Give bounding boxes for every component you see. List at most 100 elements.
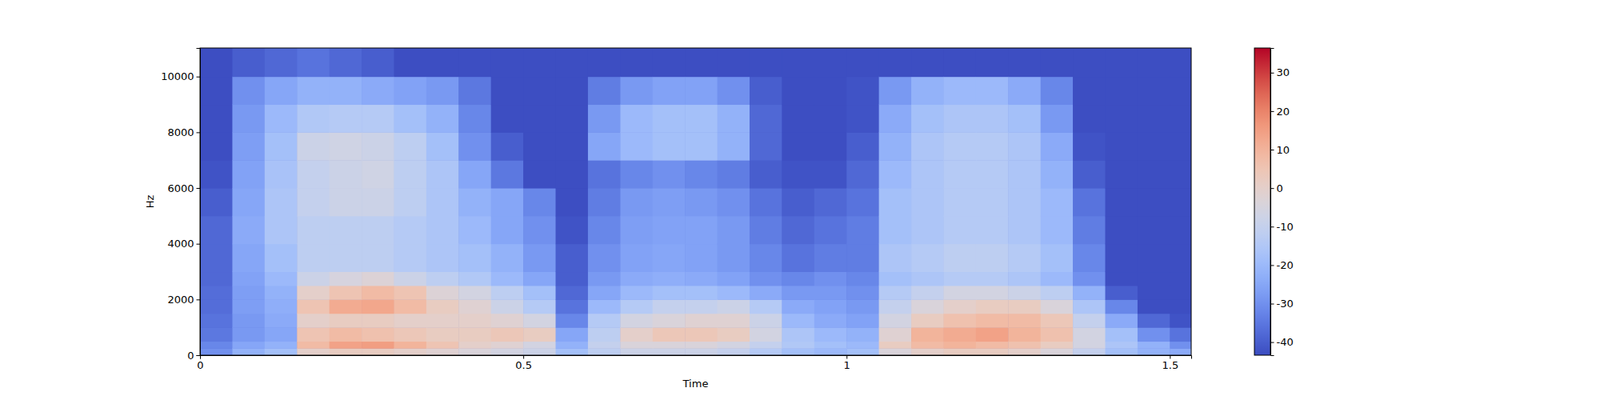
- cell: [296, 341, 330, 349]
- cell: [1137, 313, 1171, 328]
- cell: [846, 348, 880, 356]
- cell: [588, 132, 621, 160]
- cell: [781, 348, 815, 356]
- cell: [393, 272, 427, 287]
- cell: [200, 313, 233, 328]
- cell: [491, 285, 524, 300]
- cell: [491, 76, 524, 105]
- cell: [717, 132, 751, 160]
- cell: [556, 216, 589, 244]
- cell: [329, 348, 363, 356]
- cell: [296, 216, 330, 244]
- cell: [491, 244, 524, 272]
- cell: [393, 104, 427, 133]
- cell: [458, 76, 492, 105]
- cell: [556, 341, 589, 349]
- tick: 1.5: [1161, 355, 1179, 372]
- colorbar-axis: -40-30-20-100102030: [1270, 48, 1294, 356]
- cell: [911, 216, 944, 244]
- cell: [458, 160, 492, 188]
- cell: [1105, 313, 1139, 328]
- tick-label: 20: [1276, 105, 1291, 118]
- cell: [556, 299, 589, 314]
- tick-mark: [196, 244, 201, 245]
- cell: [329, 327, 363, 342]
- cell: [684, 272, 718, 287]
- cell: [684, 299, 718, 314]
- cell: [684, 327, 718, 342]
- tick-label: 10000: [160, 70, 194, 83]
- cell: [296, 272, 330, 287]
- cell: [458, 188, 492, 216]
- cell: [1137, 348, 1171, 356]
- plot-background: [200, 48, 1192, 356]
- cell: [879, 285, 912, 300]
- cell: [879, 244, 912, 272]
- tick-mark: [196, 355, 201, 356]
- cell: [556, 327, 589, 342]
- cell: [491, 341, 524, 349]
- cell: [523, 160, 556, 188]
- cell: [1105, 272, 1139, 287]
- cell: [1137, 299, 1171, 314]
- cell: [684, 132, 718, 160]
- cell: [329, 104, 363, 133]
- cell: [296, 299, 330, 314]
- cell: [1072, 285, 1106, 300]
- cell: [1040, 244, 1074, 272]
- cell: [393, 216, 427, 244]
- cell: [620, 327, 653, 342]
- cell: [458, 285, 492, 300]
- cell: [426, 188, 460, 216]
- yticks-axis: 0200040006000800010000: [160, 48, 200, 362]
- cell: [1137, 48, 1171, 77]
- cell: [749, 285, 783, 300]
- cell: [652, 272, 686, 287]
- cell: [1008, 104, 1041, 133]
- cell: [749, 299, 783, 314]
- tick-label: 1: [844, 359, 851, 372]
- cell: [200, 299, 233, 314]
- cell: [1040, 160, 1074, 188]
- cell: [781, 244, 815, 272]
- cell: [458, 244, 492, 272]
- cell: [329, 272, 363, 287]
- cell: [296, 244, 330, 272]
- cell: [361, 216, 395, 244]
- cell: [329, 132, 363, 160]
- cell: [943, 299, 976, 314]
- tick: 1: [844, 355, 851, 372]
- cell: [361, 272, 395, 287]
- cell: [361, 188, 395, 216]
- cell: [588, 216, 621, 244]
- cell: [523, 48, 556, 77]
- cell: [296, 76, 330, 105]
- cell: [264, 299, 298, 314]
- cell: [1105, 216, 1139, 244]
- cell: [879, 348, 912, 356]
- cell: [556, 285, 589, 300]
- cell: [781, 327, 815, 342]
- tick: -40: [1270, 336, 1294, 348]
- cell: [1169, 299, 1192, 314]
- cell: [749, 188, 783, 216]
- cell: [781, 104, 815, 133]
- cell: [620, 348, 653, 356]
- cell: [911, 48, 944, 77]
- tick: 8000: [167, 126, 200, 139]
- tick: 20: [1270, 105, 1290, 118]
- cell: [652, 160, 686, 188]
- cell: [1137, 132, 1171, 160]
- cell: [264, 188, 298, 216]
- cell: [329, 76, 363, 105]
- tick-label: -20: [1276, 259, 1294, 272]
- cell: [1105, 244, 1139, 272]
- cell: [523, 272, 556, 287]
- cell: [1072, 348, 1106, 356]
- cell: [393, 132, 427, 160]
- cell: [458, 313, 492, 328]
- cell: [652, 299, 686, 314]
- cell: [620, 285, 653, 300]
- cell: [491, 160, 524, 188]
- cell: [1040, 272, 1074, 287]
